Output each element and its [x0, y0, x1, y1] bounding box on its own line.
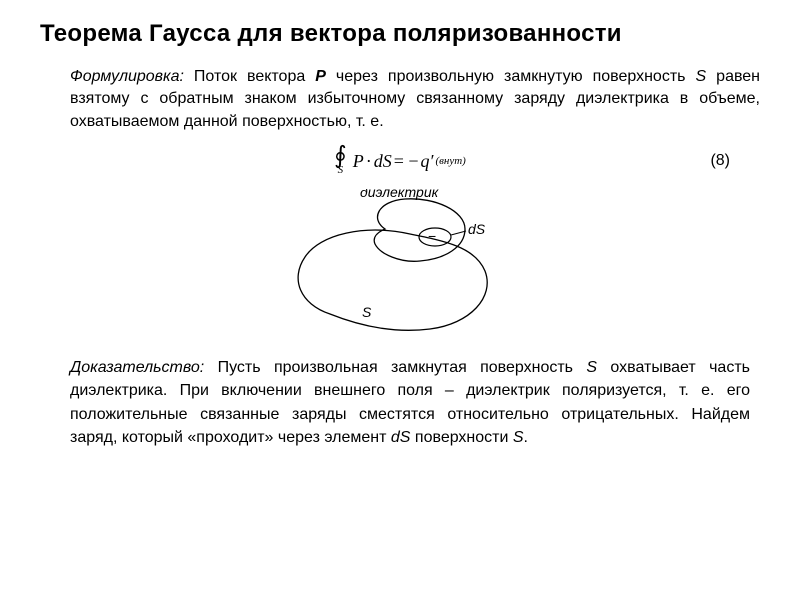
- eq-equals: = −: [394, 151, 419, 172]
- equation-row: ∮ S P · dS = − q′ (внут) (8): [70, 141, 730, 181]
- formulation-text-2: через произвольную замкнутую поверхность: [326, 68, 696, 85]
- eq-p: P: [353, 151, 364, 172]
- formulation-paragraph: Формулировка: Поток вектора P через прои…: [70, 66, 760, 133]
- proof-s2: S: [513, 429, 524, 446]
- formulation-label: Формулировка:: [70, 68, 184, 85]
- label-s: S: [362, 304, 372, 320]
- eq-sub: (внут): [435, 155, 465, 167]
- integral-symbol: ∮ S: [334, 147, 347, 175]
- proof-text-1: Пусть произвольная замкнутая поверхность: [204, 359, 586, 376]
- minus-sign: −: [428, 228, 436, 244]
- proof-paragraph: Доказательство: Пусть произвольная замкн…: [70, 356, 750, 449]
- proof-s1: S: [586, 359, 597, 376]
- eq-dot: ·: [366, 151, 372, 172]
- eq-ds: dS: [374, 151, 392, 172]
- proof-label: Доказательство:: [70, 359, 204, 376]
- letter-s: S: [696, 68, 707, 85]
- letter-p: P: [315, 68, 326, 85]
- equation: ∮ S P · dS = − q′ (внут): [334, 147, 466, 175]
- diagram: диэлектрик dS S −: [270, 189, 530, 344]
- label-dielectric: диэлектрик: [360, 189, 440, 200]
- equation-number: (8): [710, 152, 730, 170]
- label-ds: dS: [468, 221, 486, 237]
- proof-text-4: .: [524, 429, 528, 446]
- formulation-text-1: Поток вектора: [184, 68, 315, 85]
- proof-text-3: поверхности: [410, 429, 512, 446]
- eq-q: q′: [421, 151, 434, 172]
- proof-ds: dS: [391, 429, 411, 446]
- page-title: Теорема Гаусса для вектора поляризованно…: [40, 20, 760, 48]
